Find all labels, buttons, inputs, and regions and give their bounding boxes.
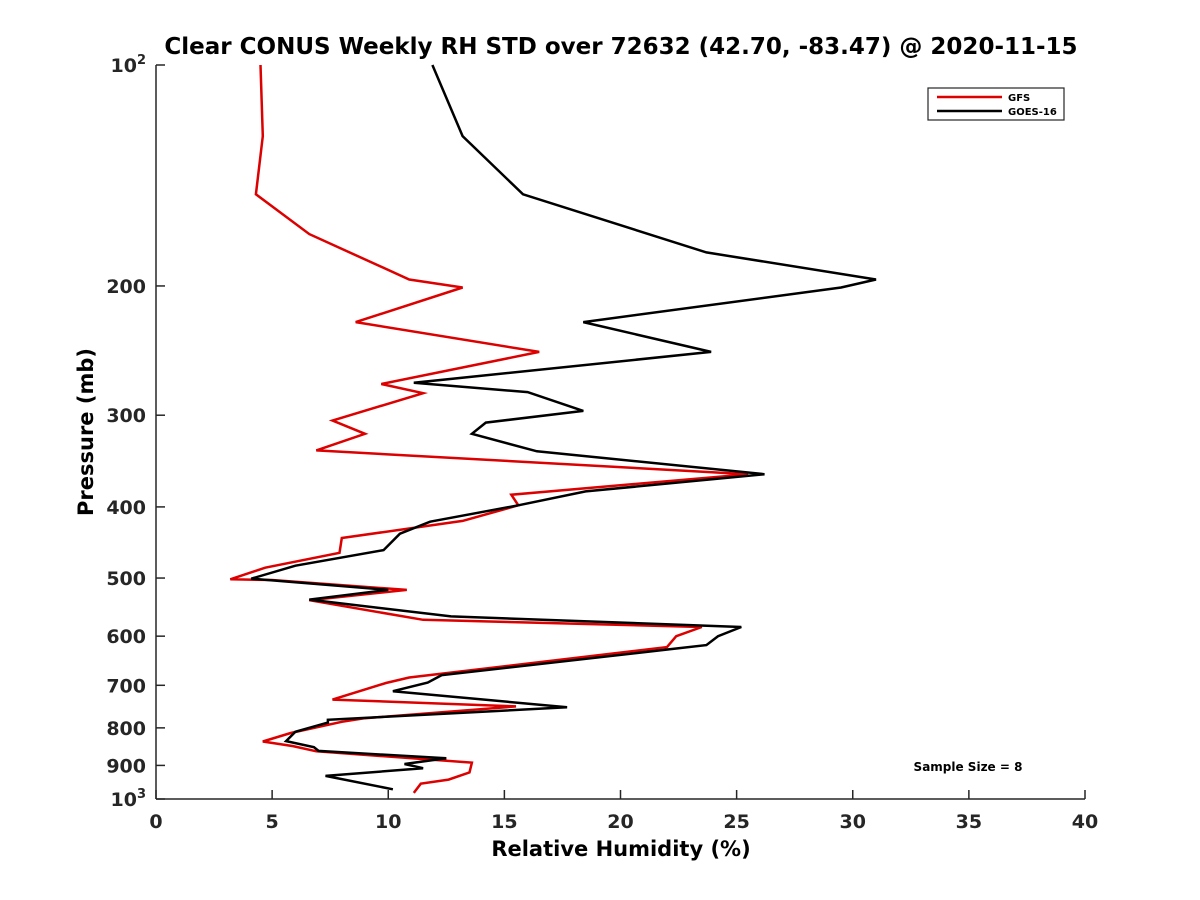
chart-title: Clear CONUS Weekly RH STD over 72632 (42… (164, 34, 1077, 60)
legend-box (927, 87, 1065, 121)
y-tick-label: 103 (111, 787, 147, 811)
series-line-goes16 (250, 64, 877, 791)
series-lines (229, 64, 877, 794)
sample-size-annotation: Sample Size = 8 (914, 760, 1023, 774)
legend-label-goes16: GOES-16 (1008, 107, 1057, 118)
x-tick-label: 35 (956, 811, 982, 833)
x-tick-label: 30 (840, 811, 866, 833)
y-tick-label: 102 (111, 53, 147, 77)
y-tick-label: 700 (106, 675, 146, 697)
plot-area-frame (156, 65, 1085, 799)
legend-label-gfs: GFS (1008, 93, 1030, 104)
x-tick-label: 0 (149, 811, 162, 833)
y-tick-label: 500 (106, 568, 146, 590)
y-tick-label: 600 (106, 626, 146, 648)
y-axis-ticks: 102 200 300 400 500 600 700 800 900 103 (106, 53, 165, 811)
y-axis-label: Pressure (mb) (74, 348, 98, 516)
series-line-gfs (229, 64, 749, 794)
x-axis-label: Relative Humidity (%) (491, 837, 750, 861)
x-tick-label: 5 (266, 811, 279, 833)
x-tick-label: 15 (491, 811, 517, 833)
y-tick-label: 400 (106, 497, 146, 519)
x-tick-label: 10 (375, 811, 401, 833)
y-tick-label: 900 (106, 755, 146, 777)
legend: GFS GOES-16 (927, 87, 1065, 121)
x-axis-ticks: 0 5 10 15 20 25 30 35 40 (149, 790, 1098, 833)
y-tick-label: 200 (106, 276, 146, 298)
x-tick-label: 40 (1072, 811, 1098, 833)
y-tick-label: 800 (106, 718, 146, 740)
y-tick-label: 300 (106, 405, 146, 427)
x-tick-label: 20 (607, 811, 633, 833)
x-tick-label: 25 (723, 811, 749, 833)
